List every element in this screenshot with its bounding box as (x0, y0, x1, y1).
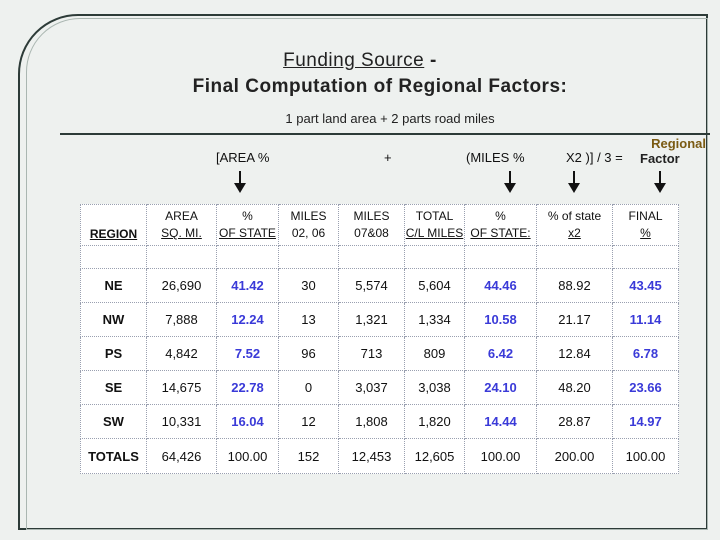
totals-label-cell: TOTALS (80, 438, 147, 474)
miles-0708-cell: 3,037 (338, 370, 405, 405)
miles-0206-cell: 12 (278, 404, 339, 439)
area-pct-cell: 41.42 (216, 268, 279, 303)
totals-x2-cell: 200.00 (536, 438, 613, 474)
header-area-pct: % OF STATE (216, 204, 279, 246)
area-cell: 26,690 (146, 268, 217, 303)
formula-miles: (MILES % (466, 150, 525, 165)
area-cell: 4,842 (146, 336, 217, 371)
totals-area-pct-cell: 100.00 (216, 438, 279, 474)
factor-label: Factor (640, 151, 680, 166)
region-cell: SW (80, 404, 147, 439)
x2-cell: 12.84 (536, 336, 613, 371)
header-miles-0708: MILES 07&08 (338, 204, 405, 246)
miles-0206-cell: 0 (278, 370, 339, 405)
area-pct-cell: 7.52 (216, 336, 279, 371)
table-row: SE 14,675 22.78 0 3,037 3,038 24.10 48.2… (80, 370, 679, 405)
area-pct-cell: 16.04 (216, 404, 279, 439)
header-final: FINAL% (612, 204, 679, 246)
totals-miles-pct-cell: 100.00 (464, 438, 537, 474)
region-cell: PS (80, 336, 147, 371)
total-cell: 5,604 (404, 268, 465, 303)
miles-0708-cell: 5,574 (338, 268, 405, 303)
final-cell: 43.45 (612, 268, 679, 303)
funding-source-title: Funding Source (283, 50, 425, 71)
totals-total-cell: 12,605 (404, 438, 465, 474)
miles-pct-cell: 14.44 (464, 404, 537, 439)
x2-cell: 88.92 (536, 268, 613, 303)
miles-pct-cell: 10.58 (464, 302, 537, 337)
table-row: SW 10,331 16.04 12 1,808 1,820 14.44 28.… (80, 404, 679, 439)
miles-pct-cell: 6.42 (464, 336, 537, 371)
x2-cell: 21.17 (536, 302, 613, 337)
x2-cell: 28.87 (536, 404, 613, 439)
miles-0206-cell: 30 (278, 268, 339, 303)
slide-frame-inner (26, 18, 708, 530)
table-spacer-row (80, 245, 679, 269)
miles-0206-cell: 13 (278, 302, 339, 337)
total-cell: 809 (404, 336, 465, 371)
totals-row: TOTALS 64,426 100.00 152 12,453 12,605 1… (80, 438, 679, 474)
title-dash: - (424, 50, 437, 71)
miles-0708-cell: 1,808 (338, 404, 405, 439)
total-cell: 1,334 (404, 302, 465, 337)
area-pct-cell: 12.24 (216, 302, 279, 337)
total-cell: 1,820 (404, 404, 465, 439)
area-cell: 7,888 (146, 302, 217, 337)
region-cell: NW (80, 302, 147, 337)
area-cell: 14,675 (146, 370, 217, 405)
header-total: TOTAL C/L MILES (404, 204, 465, 246)
formula-plus: + (384, 150, 392, 165)
miles-pct-cell: 44.46 (464, 268, 537, 303)
final-cell: 11.14 (612, 302, 679, 337)
miles-0708-cell: 1,321 (338, 302, 405, 337)
table-row: PS 4,842 7.52 96 713 809 6.42 12.84 6.78 (80, 336, 679, 371)
title-line-2: Final Computation of Regional Factors: (192, 76, 568, 97)
totals-miles-0708-cell: 12,453 (338, 438, 405, 474)
area-pct-cell: 22.78 (216, 370, 279, 405)
title-line-1: Funding Source - (0, 50, 720, 72)
header-region: REGION (80, 204, 147, 246)
area-cell: 10,331 (146, 404, 217, 439)
table-row: NW 7,888 12.24 13 1,321 1,334 10.58 21.1… (80, 302, 679, 337)
subtitle: 1 part land area + 2 parts road miles (285, 111, 495, 126)
header-miles-0206: MILES 02, 06 (278, 204, 339, 246)
totals-final-cell: 100.00 (612, 438, 679, 474)
regional-label: Regional (651, 136, 706, 151)
formula-x2: X2 )] / 3 = (566, 150, 623, 165)
final-cell: 6.78 (612, 336, 679, 371)
miles-0206-cell: 96 (278, 336, 339, 371)
totals-miles-0206-cell: 152 (278, 438, 339, 474)
header-area: AREA SQ. MI. (146, 204, 217, 246)
table-header-row: REGION AREA SQ. MI. % OF STATE MILES 02, 06… (80, 204, 679, 246)
total-cell: 3,038 (404, 370, 465, 405)
table-row: NE 26,690 41.42 30 5,574 5,604 44.46 88.… (80, 268, 679, 303)
formula-area: [AREA % (216, 150, 270, 165)
region-cell: SE (80, 370, 147, 405)
header-miles-pct: % OF STATE: (464, 204, 537, 246)
region-cell: NE (80, 268, 147, 303)
header-x2: % of state x2 (536, 204, 613, 246)
title-rule (60, 133, 710, 135)
final-cell: 14.97 (612, 404, 679, 439)
x2-cell: 48.20 (536, 370, 613, 405)
final-cell: 23.66 (612, 370, 679, 405)
regional-factors-table: REGION AREA SQ. MI. % OF STATE MILES 02, 06… (80, 204, 679, 474)
miles-pct-cell: 24.10 (464, 370, 537, 405)
totals-area-cell: 64,426 (146, 438, 217, 474)
miles-0708-cell: 713 (338, 336, 405, 371)
